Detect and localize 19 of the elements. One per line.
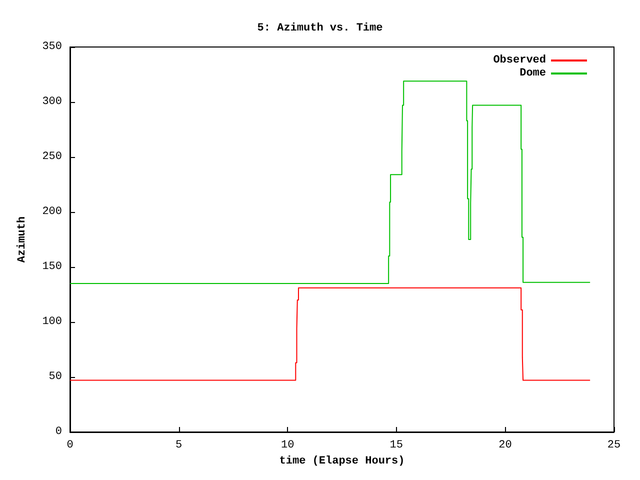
x-tick-label: 20 (498, 440, 512, 452)
chart-title: 5: Azimuth vs. Time (257, 22, 384, 34)
legend-label: Observed (493, 54, 546, 66)
y-tick-label: 250 (42, 151, 62, 163)
y-tick-label: 200 (42, 206, 62, 218)
y-tick-label: 50 (48, 371, 62, 383)
y-tick-label: 0 (55, 426, 62, 438)
x-axis-title: time (Elapse Hours) (279, 455, 405, 468)
x-tick-label: 25 (607, 440, 621, 452)
x-tick-label: 15 (390, 440, 403, 452)
x-tick-label: 0 (66, 440, 74, 452)
y-tick-label: 350 (42, 41, 62, 53)
x-tick-label: 10 (281, 440, 294, 452)
y-tick-label: 300 (42, 96, 62, 108)
legend-label: Dome (520, 68, 546, 80)
y-tick-label: 100 (42, 316, 62, 328)
y-axis-title: Azimuth (16, 216, 28, 263)
x-tick-label: 5 (175, 440, 182, 452)
y-tick-label: 150 (42, 261, 62, 273)
